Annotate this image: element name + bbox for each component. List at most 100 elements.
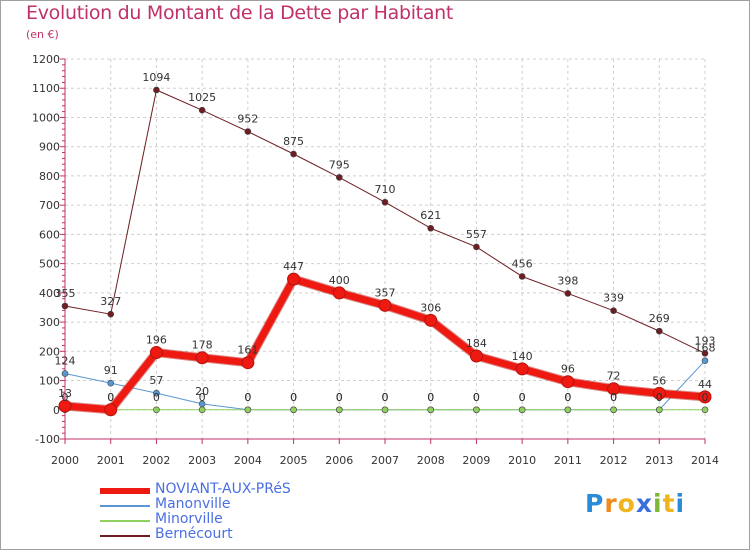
point-manonville xyxy=(701,357,709,364)
x-tick-label: 2004 xyxy=(234,454,262,467)
data-label-bern-court: 327 xyxy=(100,295,121,308)
point-noviant-aux-pr-s xyxy=(332,286,346,300)
point-manonville xyxy=(61,370,69,377)
logo-letter: P xyxy=(585,489,605,518)
y-tick-label: 1200 xyxy=(32,53,60,66)
x-tick-label: 2010 xyxy=(508,454,536,467)
data-label-minorville: 0 xyxy=(610,391,617,404)
data-label-manonville: 124 xyxy=(55,355,76,368)
data-label-bern-court: 795 xyxy=(329,158,350,171)
data-label-manonville: 0 xyxy=(336,391,343,404)
data-label-bern-court: 875 xyxy=(283,135,304,148)
data-label-minorville: 0 xyxy=(427,391,434,404)
point-bern-court xyxy=(701,350,709,357)
point-bern-court xyxy=(473,243,480,251)
y-tick-label: 400 xyxy=(39,287,60,300)
y-tick-label: 200 xyxy=(39,345,60,358)
x-tick-label: 2008 xyxy=(417,454,445,467)
point-minorville xyxy=(198,406,206,414)
y-tick-label: 0 xyxy=(53,404,60,417)
data-label-noviant-aux-pr-s: 72 xyxy=(607,370,621,383)
x-tick-label: 2002 xyxy=(142,454,170,467)
data-label-bern-court: 621 xyxy=(420,209,441,222)
logo-letter: i xyxy=(653,489,663,518)
data-label-minorville: 0 xyxy=(382,391,389,404)
data-label-noviant-aux-pr-s: 140 xyxy=(512,350,533,363)
x-tick-label: 2009 xyxy=(462,454,490,467)
data-label-manonville: 57 xyxy=(149,374,163,387)
y-tick-label: 900 xyxy=(39,141,60,154)
legend-swatch xyxy=(100,520,150,522)
point-noviant-aux-pr-s xyxy=(515,362,529,376)
x-tick-label: 2012 xyxy=(600,454,628,467)
data-label-manonville: 0 xyxy=(656,391,663,404)
point-bern-court xyxy=(335,174,343,181)
data-label-minorville: 0 xyxy=(199,391,206,404)
data-label-bern-court: 355 xyxy=(55,287,76,300)
point-noviant-aux-pr-s xyxy=(58,399,72,413)
point-manonville xyxy=(153,389,160,397)
point-minorville xyxy=(335,406,343,414)
point-bern-court xyxy=(244,128,252,135)
chart-title: Evolution du Montant de la Dette par Hab… xyxy=(26,2,454,24)
data-label-minorville: 0 xyxy=(290,391,297,404)
data-label-manonville: 0 xyxy=(290,391,297,404)
y-tick-label: 300 xyxy=(39,316,60,329)
data-label-noviant-aux-pr-s: 306 xyxy=(420,301,441,314)
data-label-bern-court: 269 xyxy=(649,312,670,325)
data-label-manonville: 0 xyxy=(610,391,617,404)
data-label-minorville: 0 xyxy=(62,391,69,404)
legend-swatch xyxy=(100,488,150,494)
data-label-manonville: 0 xyxy=(382,391,389,404)
point-bern-court xyxy=(427,224,435,232)
data-label-bern-court: 1094 xyxy=(142,71,170,84)
point-noviant-aux-pr-s xyxy=(561,375,575,389)
data-label-bern-court: 398 xyxy=(557,274,578,287)
point-minorville xyxy=(427,406,435,414)
x-tick-label: 2006 xyxy=(325,454,353,467)
point-noviant-aux-pr-s xyxy=(149,345,163,359)
data-label-minorville: 0 xyxy=(519,391,526,404)
point-minorville xyxy=(244,406,252,414)
data-label-noviant-aux-pr-s: 56 xyxy=(652,374,666,387)
point-manonville xyxy=(107,379,115,387)
data-label-noviant-aux-pr-s: 447 xyxy=(283,260,304,273)
point-noviant-aux-pr-s xyxy=(378,298,392,312)
x-tick-label: 2001 xyxy=(97,454,125,467)
x-tick-label: 2005 xyxy=(280,454,308,467)
data-label-minorville: 0 xyxy=(336,391,343,404)
logo-letter: i xyxy=(675,489,686,518)
point-minorville xyxy=(473,406,480,414)
point-noviant-aux-pr-s xyxy=(469,349,483,363)
x-tick-label: 2007 xyxy=(371,454,399,467)
point-minorville xyxy=(655,406,663,414)
data-label-manonville: 20 xyxy=(195,385,209,398)
data-label-bern-court: 456 xyxy=(512,257,533,270)
data-label-noviant-aux-pr-s: 96 xyxy=(561,363,575,376)
data-label-noviant-aux-pr-s: 400 xyxy=(329,274,350,287)
series-layer xyxy=(58,86,712,417)
data-label-noviant-aux-pr-s: 178 xyxy=(192,339,213,352)
x-tick-label: 2013 xyxy=(645,454,673,467)
axes: -100010020030040050060070080090010001100… xyxy=(32,53,719,467)
data-label-noviant-aux-pr-s: 44 xyxy=(698,378,712,391)
point-minorville xyxy=(290,406,297,414)
y-tick-label: 100 xyxy=(39,375,60,388)
data-label-manonville: 0 xyxy=(244,391,251,404)
y-tick-label: -100 xyxy=(35,433,60,446)
data-label-manonville: 0 xyxy=(564,391,571,404)
point-bern-court xyxy=(290,150,297,158)
point-minorville xyxy=(701,406,709,414)
point-noviant-aux-pr-s xyxy=(424,313,438,327)
y-tick-label: 700 xyxy=(39,199,60,212)
logo-letter: t xyxy=(662,489,676,518)
y-tick-label: 600 xyxy=(39,228,60,241)
legend-swatch xyxy=(100,505,150,507)
data-label-bern-court: 339 xyxy=(603,292,624,305)
data-label-manonville: 0 xyxy=(519,391,526,404)
data-label-noviant-aux-pr-s: 184 xyxy=(466,337,487,350)
y-tick-label: 1100 xyxy=(32,82,60,95)
point-noviant-aux-pr-s xyxy=(195,351,209,365)
